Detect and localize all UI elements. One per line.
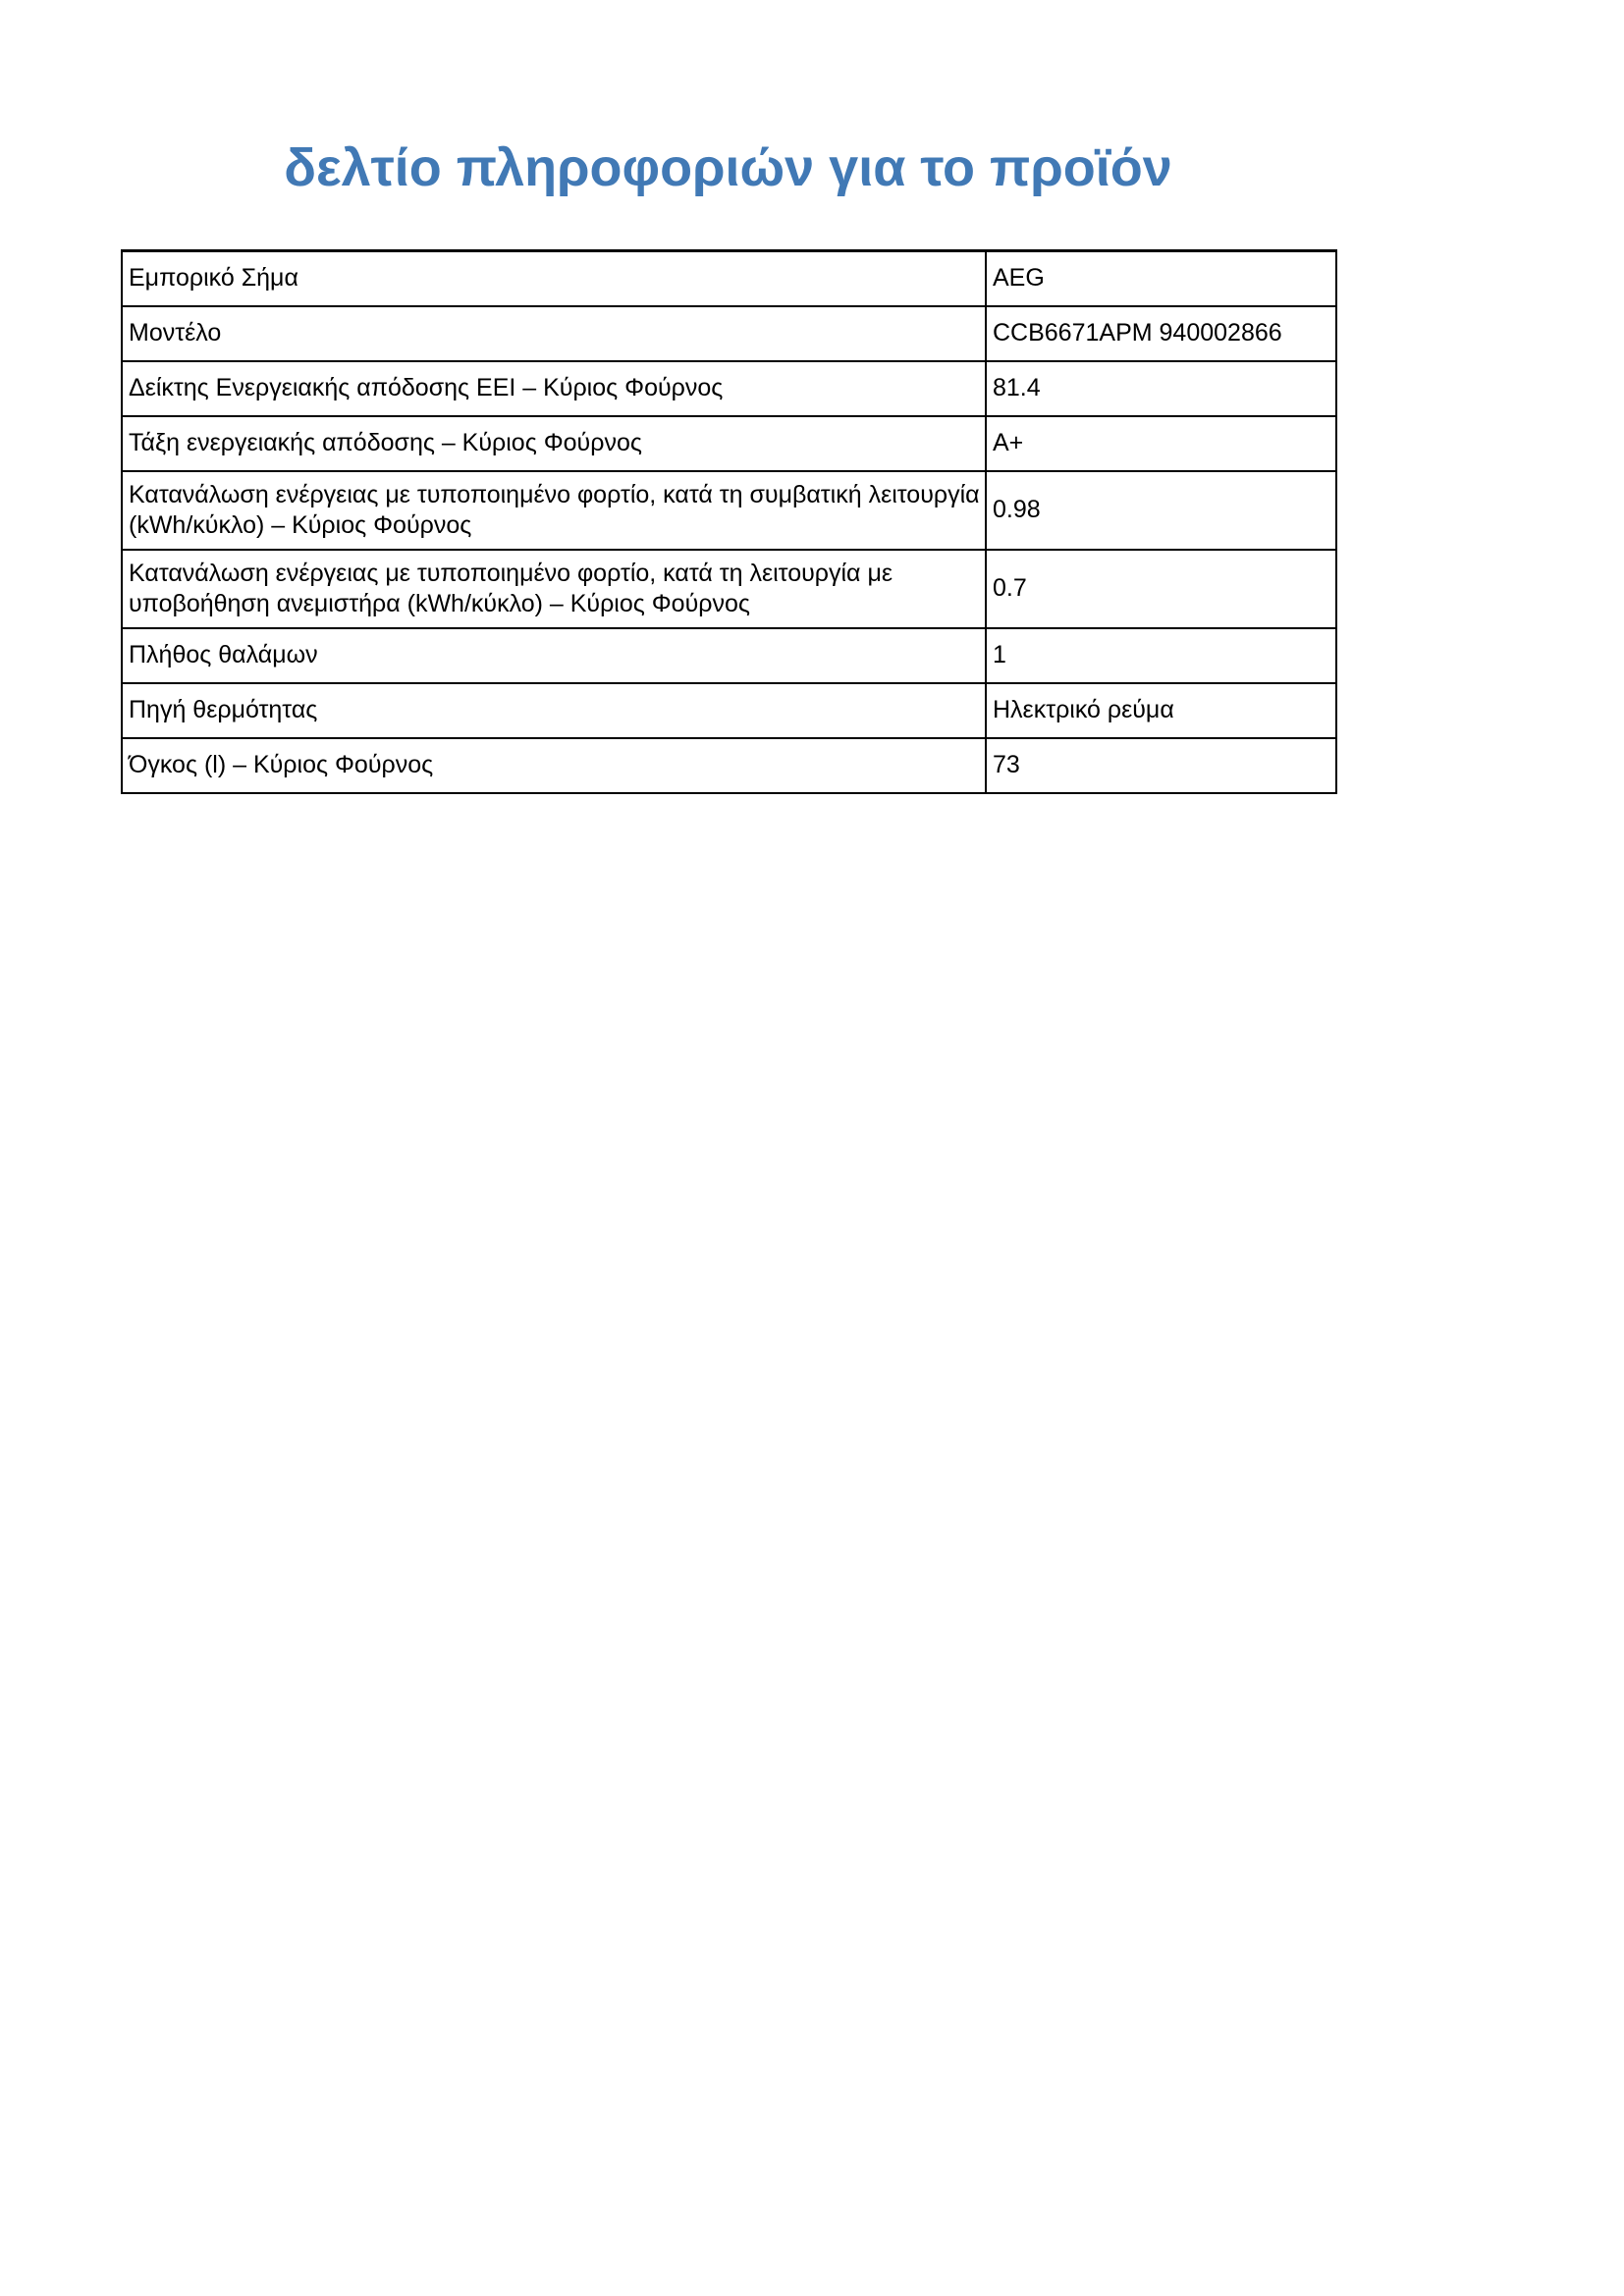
spec-label: Πλήθος θαλάμων [121,626,987,684]
table-row: Εμπορικό Σήμα AEG [121,249,1337,307]
spec-label: Κατανάλωση ενέργειας με τυποποιημένο φορ… [121,469,987,551]
table-row: Πηγή θερμότητας Ηλεκτρικό ρεύμα [121,681,1337,739]
table-row: Τάξη ενεργειακής απόδοσης – Κύριος Φούρν… [121,414,1337,472]
spec-value: 0.7 [985,548,1337,629]
spec-value: AEG [985,249,1337,307]
spec-label: Μοντέλο [121,304,987,362]
page-title: δελτίο πληροφοριών για το προϊόν [284,138,1172,197]
table-row: Κατανάλωση ενέργειας με τυποποιημένο φορ… [121,548,1337,629]
spec-value: 0.98 [985,469,1337,551]
spec-label: Κατανάλωση ενέργειας με τυποποιημένο φορ… [121,548,987,629]
spec-label: Τάξη ενεργειακής απόδοσης – Κύριος Φούρν… [121,414,987,472]
spec-label: Δείκτης Ενεργειακής απόδοσης EEI – Κύριο… [121,359,987,417]
table-row: Όγκος (l) – Κύριος Φούρνος 73 [121,736,1337,794]
spec-label: Πηγή θερμότητας [121,681,987,739]
spec-value: 1 [985,626,1337,684]
product-info-table: Εμπορικό Σήμα AEG Μοντέλο CCB6671APM 940… [121,249,1337,794]
spec-value: CCB6671APM 940002866 [985,304,1337,362]
spec-value: 73 [985,736,1337,794]
table-row: Μοντέλο CCB6671APM 940002866 [121,304,1337,362]
table-row: Κατανάλωση ενέργειας με τυποποιημένο φορ… [121,469,1337,551]
spec-label: Όγκος (l) – Κύριος Φούρνος [121,736,987,794]
spec-value: A+ [985,414,1337,472]
document-page: δελτίο πληροφοριών για το προϊόν Εμπορικ… [0,0,1337,794]
spec-value: 81.4 [985,359,1337,417]
table-row: Πλήθος θαλάμων 1 [121,626,1337,684]
spec-label: Εμπορικό Σήμα [121,249,987,307]
table-row: Δείκτης Ενεργειακής απόδοσης EEI – Κύριο… [121,359,1337,417]
spec-value: Ηλεκτρικό ρεύμα [985,681,1337,739]
